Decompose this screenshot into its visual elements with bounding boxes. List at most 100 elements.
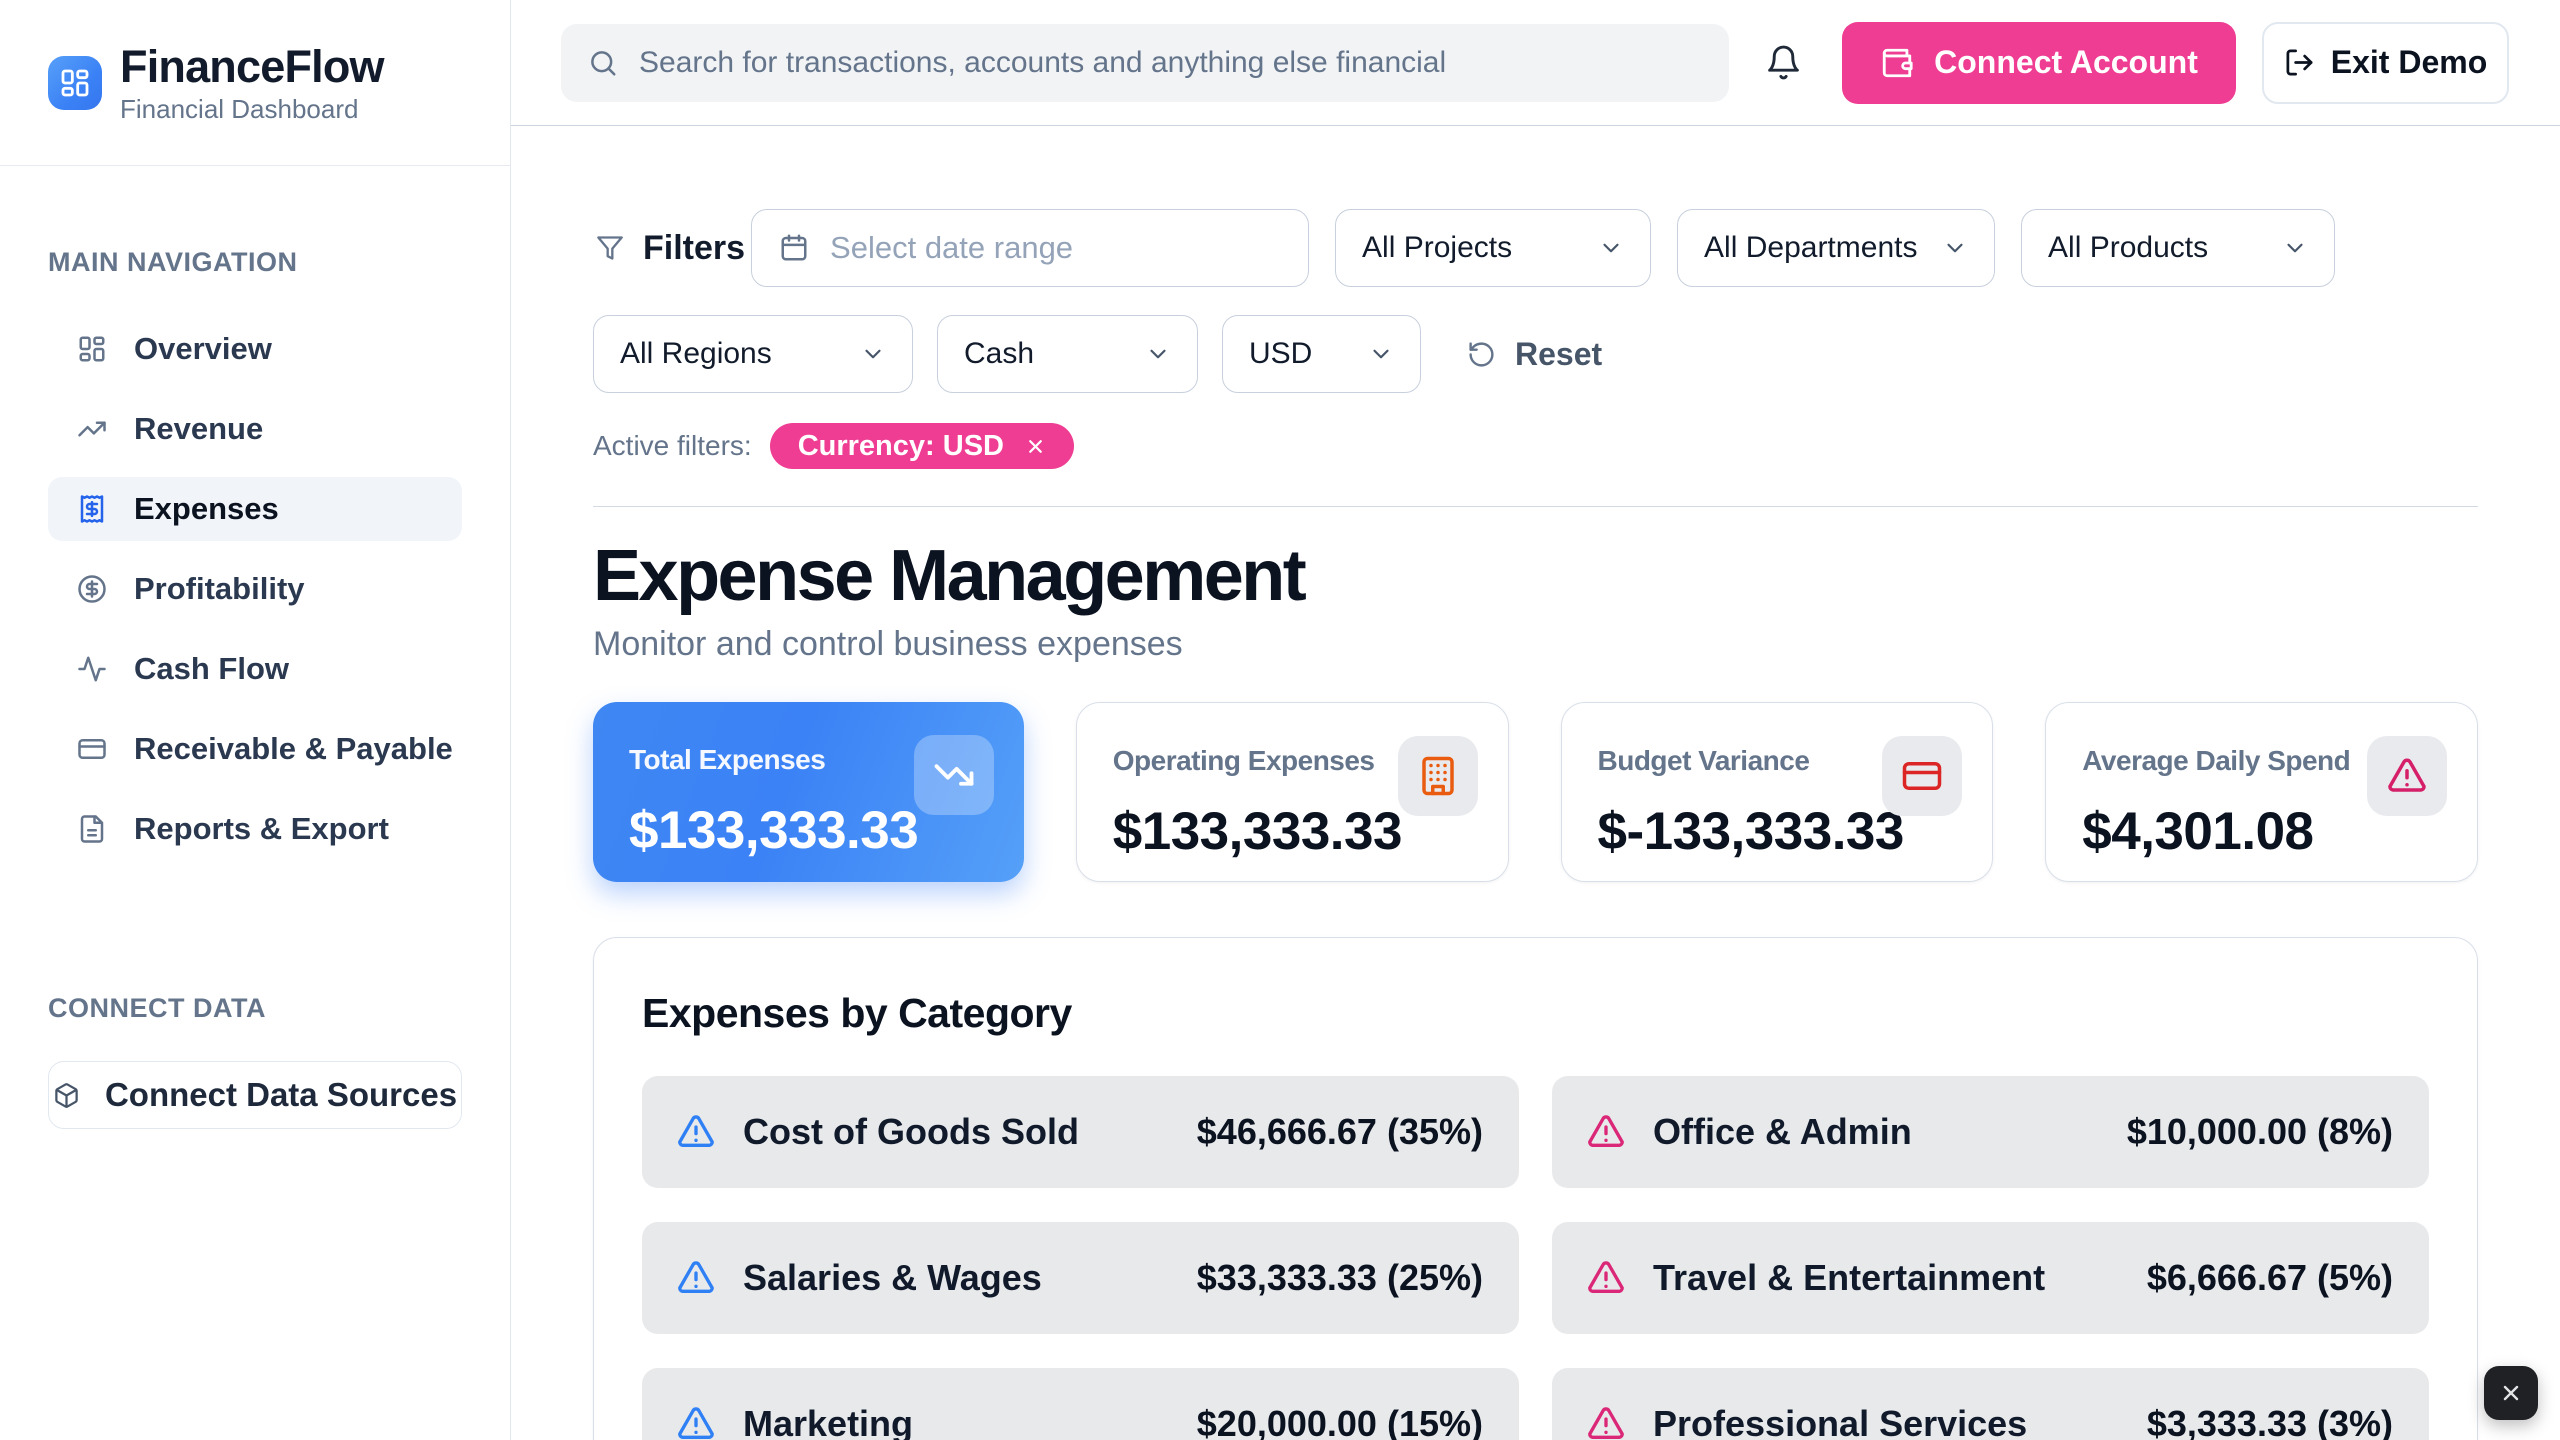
alert-triangle-icon	[678, 1261, 714, 1294]
stat-icon-box	[2367, 735, 2447, 816]
app-logo-icon	[48, 55, 102, 110]
sidebar-item-label: Profitability	[134, 571, 305, 606]
sidebar-item[interactable]: Profitability	[48, 557, 462, 621]
trending-down-icon	[933, 754, 975, 796]
sidebar-item[interactable]: Expenses	[48, 477, 462, 541]
stat-icon-box	[1882, 735, 1963, 816]
connect-account-button[interactable]: Connect Account	[1842, 21, 2236, 104]
alert-triangle-icon	[676, 1404, 716, 1440]
category-row[interactable]: Office & Admin $10,000.00 (8%)	[1552, 1076, 2429, 1189]
sidebar-item[interactable]: Receivable & Payable	[48, 717, 462, 781]
calendar-icon	[781, 234, 807, 261]
sidebar-item[interactable]: Reports & Export	[48, 797, 462, 861]
chevron-down-icon	[1603, 243, 1619, 253]
main-area: Connect Account Exit Demo Filters All	[511, 0, 2560, 1440]
nav-list: Overview Revenue Expenses Profit	[48, 317, 462, 877]
connect-section-label: CONNECT DATA	[48, 993, 266, 1023]
category-row[interactable]: Marketing $20,000.00 (15%)	[642, 1368, 1519, 1440]
filters-label: Filters	[643, 228, 746, 267]
receipt-icon	[80, 495, 104, 523]
alert-triangle-icon	[1586, 1258, 1626, 1298]
page-subtitle: Monitor and control business expenses	[593, 625, 1183, 664]
category-value: $3,333.33 (3%)	[2146, 1403, 2393, 1440]
chevron-down-icon	[865, 349, 881, 359]
chevron-down-icon	[1373, 349, 1389, 359]
close-icon	[2503, 1385, 2519, 1401]
chevron-down-icon	[1947, 243, 1963, 253]
activity-icon	[77, 654, 107, 684]
sidebar-item-label: Revenue	[134, 411, 264, 446]
basis-select[interactable]: Cash	[937, 315, 1198, 393]
credit-card-icon	[1901, 755, 1943, 797]
search-input[interactable]	[639, 45, 1702, 80]
credit-card-icon	[77, 734, 107, 764]
sidebar-item-label: Receivable & Payable	[134, 731, 453, 766]
stat-card[interactable]: Average Daily Spend $4,301.08	[2045, 701, 2478, 882]
departments-select[interactable]: All Departments	[1677, 209, 1996, 287]
circle-dollar-icon	[77, 574, 107, 604]
alert-triangle-icon	[1586, 1112, 1626, 1152]
regions-select[interactable]: All Regions	[593, 315, 913, 393]
stat-card[interactable]: Budget Variance $-133,333.33	[1560, 701, 1994, 882]
sidebar-item-label: Expenses	[134, 491, 279, 526]
sidebar-item[interactable]: Cash Flow	[48, 637, 462, 701]
brand: FinanceFlow Financial Dashboard	[0, 0, 510, 166]
filters-row-2: All Regions Cash USD Reset	[593, 315, 2478, 393]
app-title: FinanceFlow	[120, 40, 385, 92]
stat-label: Operating Expenses	[1112, 744, 1375, 776]
category-value: $20,000.00 (15%)	[1196, 1403, 1483, 1440]
currency-select[interactable]: USD	[1222, 315, 1421, 393]
topbar: Connect Account Exit Demo	[511, 0, 2560, 126]
app-subtitle: Financial Dashboard	[120, 93, 359, 124]
credit-card-icon	[78, 739, 106, 759]
building-icon	[1417, 755, 1459, 797]
stat-icon-box	[1397, 735, 1478, 816]
close-icon[interactable]	[1025, 436, 1046, 457]
close-overlay-button[interactable]	[2484, 1366, 2538, 1420]
filters-heading: Filters	[593, 229, 745, 268]
category-name: Office & Admin	[1653, 1111, 1912, 1153]
circle-dollar-icon	[78, 575, 106, 603]
category-section-title: Expenses by Category	[642, 989, 1072, 1036]
file-text-icon	[80, 815, 104, 843]
chevron-down-icon	[1150, 349, 1166, 359]
projects-select[interactable]: All Projects	[1335, 209, 1652, 287]
category-row[interactable]: Travel & Entertainment $6,666.67 (5%)	[1552, 1222, 2429, 1335]
search-bar	[561, 23, 1729, 102]
stat-value: $4,301.08	[2082, 802, 2314, 862]
category-row[interactable]: Salaries & Wages $33,333.33 (25%)	[642, 1222, 1519, 1335]
package-icon	[53, 1082, 80, 1109]
connect-data-sources-button[interactable]: Connect Data Sources	[48, 1061, 462, 1129]
search-icon	[591, 50, 616, 75]
alert-triangle-icon	[676, 1112, 716, 1152]
currency-filter-chip[interactable]: Currency: USD	[769, 423, 1074, 469]
notifications-button[interactable]	[1761, 41, 1805, 85]
connect-button-label: Connect Data Sources	[104, 1076, 458, 1113]
filters-row-1: Filters All Projects All Departments All…	[593, 209, 2478, 287]
connect-account-label: Connect Account	[1934, 44, 2198, 80]
reset-filters-button[interactable]: Reset	[1467, 336, 1602, 373]
chip-label: Currency: USD	[797, 429, 1004, 462]
products-select[interactable]: All Products	[2021, 209, 2336, 287]
category-row[interactable]: Professional Services $3,333.33 (3%)	[1552, 1368, 2429, 1440]
sidebar-item[interactable]: Overview	[48, 317, 462, 381]
sidebar: FinanceFlow Financial Dashboard MAIN NAV…	[0, 0, 511, 1440]
exit-demo-button[interactable]: Exit Demo	[2262, 21, 2509, 104]
stat-card[interactable]: Total Expenses $133,333.33	[593, 701, 1024, 882]
date-range-input	[751, 209, 1310, 287]
log-out-icon	[2286, 49, 2313, 76]
credit-card-icon	[1903, 761, 1942, 790]
category-row[interactable]: Cost of Goods Sold $46,666.67 (35%)	[642, 1076, 1519, 1189]
reset-label: Reset	[1515, 335, 1603, 372]
trending-up-icon	[77, 414, 107, 444]
rotate-ccw-icon	[1469, 341, 1494, 367]
expenses-by-category-card: Expenses by Category Cost of Goods Sold …	[593, 936, 2478, 1440]
alert-triangle-icon	[678, 1407, 714, 1440]
date-range-field[interactable]	[830, 230, 1282, 266]
category-name: Marketing	[743, 1403, 914, 1440]
sidebar-item[interactable]: Revenue	[48, 397, 462, 461]
category-value: $33,333.33 (25%)	[1196, 1257, 1483, 1299]
stat-value: $133,333.33	[1112, 802, 1403, 862]
sidebar-item-label: Overview	[134, 331, 272, 366]
stat-card[interactable]: Operating Expenses $133,333.33	[1075, 701, 1509, 882]
